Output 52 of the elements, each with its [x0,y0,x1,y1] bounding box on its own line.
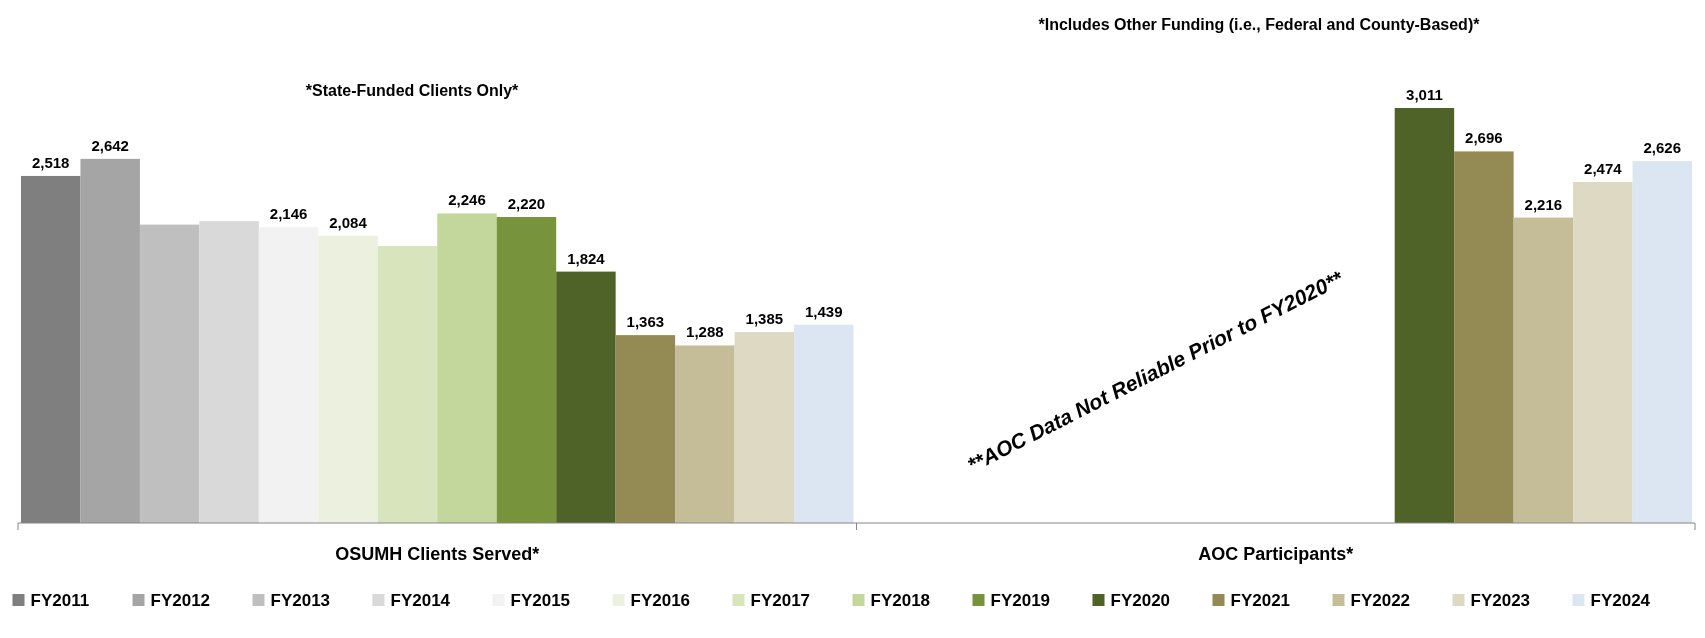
data-label: 2,220 [507,195,546,213]
legend-label: FY2022 [1350,591,1411,610]
bar [1394,108,1455,523]
legend-label: FY2012 [150,591,211,610]
bar [1632,161,1693,523]
bar [1513,217,1574,523]
bar [318,235,378,523]
data-label: 1,824 [567,249,606,267]
data-label: 1,363 [626,313,665,331]
legend-label: FY2011 [30,591,90,610]
legend-label: FY2014 [390,591,451,610]
bar [377,245,438,523]
bar [734,332,795,523]
bar [556,271,616,523]
bar [794,324,854,523]
data-label: 1,288 [686,323,724,341]
legend-label: FY2018 [870,591,931,610]
data-label: 2,642 [91,136,129,154]
bar [496,217,557,523]
text: *Includes Other Funding (i.e., Federal and County-Based)* [1038,16,1481,33]
data-label: 2,146 [269,205,308,223]
data-label: 2,084 [329,213,368,231]
text: *State-Funded Clients Only* [305,82,520,99]
data-label: 2,696 [1465,129,1503,147]
data-label: 1,385 [745,310,784,328]
legend-label: FY2013 [270,591,331,610]
data-label: 2,626 [1643,139,1682,157]
bar [615,335,676,523]
bar [437,213,497,523]
data-label: 2,474 [1584,160,1623,178]
bar [1573,182,1633,523]
legend-label: FY2017 [750,591,811,610]
data-label: 1,439 [805,302,843,320]
data-label: 2,246 [448,191,486,209]
bar [80,158,140,523]
x-tick-label: AOC Participants* [1198,544,1354,564]
legend-label: FY2020 [1110,591,1171,610]
bar [139,224,200,523]
bar [675,345,735,523]
legend-label: FY2024 [1590,591,1651,610]
data-label: 2,518 [31,153,70,171]
legend-label: FY2023 [1470,591,1531,610]
data-label: 2,216 [1524,195,1563,213]
legend-label: FY2021 [1230,591,1291,610]
bar [1454,151,1514,523]
bar [199,221,259,523]
legend-label: FY2015 [510,591,571,610]
legend-label: FY2016 [630,591,691,610]
bar [258,227,319,523]
data-label: 3,011 [1406,86,1443,103]
x-tick-label: OSUMH Clients Served* [335,544,540,564]
legend-label: FY2019 [990,591,1051,610]
